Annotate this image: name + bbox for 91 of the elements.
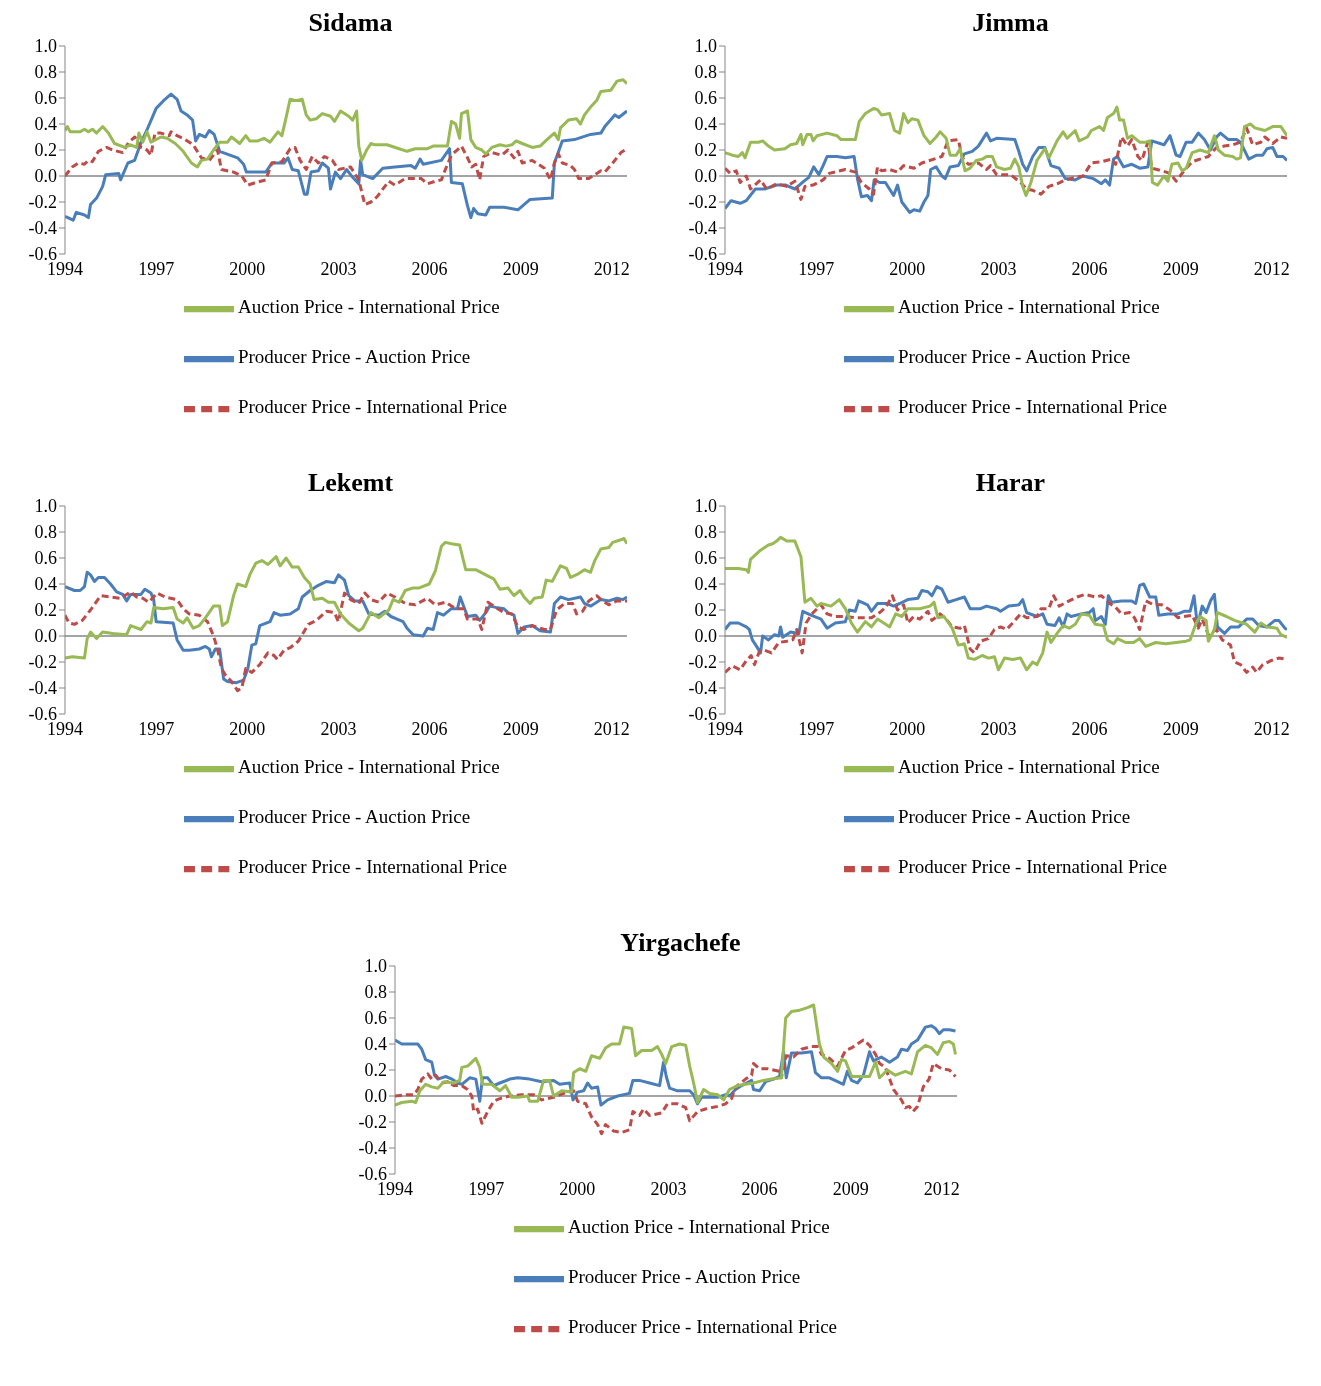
y-tick-label: -0.4 (688, 218, 717, 239)
legend-label: Auction Price - International Price (237, 296, 500, 318)
x-tick-label: 2009 (832, 1178, 869, 1199)
x-tick-label: 2003 (319, 258, 356, 279)
legend-label: Producer Price - Auction Price (897, 806, 1131, 828)
y-tick-label: 0.2 (364, 1060, 387, 1081)
legend-label: Auction Price - International Price (567, 1216, 830, 1238)
y-tick-label: -0.2 (28, 652, 57, 673)
x-tick-label: 2003 (979, 258, 1016, 279)
legend-label: Producer Price - International Price (237, 396, 508, 418)
line-series (64, 78, 627, 169)
y-tick-label: 0.8 (694, 522, 717, 543)
legend-label: Producer Price - Auction Price (897, 346, 1131, 368)
y-tick-label: 0.8 (34, 62, 57, 83)
y-tick-label: 0.2 (34, 140, 57, 161)
y-tick-label: 0.0 (34, 626, 57, 647)
y-tick-label: 0.6 (694, 548, 717, 569)
x-tick-label: 1997 (797, 718, 834, 739)
y-tick-label: 0.2 (694, 140, 717, 161)
x-tick-label: 2006 (411, 718, 448, 739)
legend-label: Producer Price - Auction Price (237, 346, 471, 368)
y-tick-label: 0.4 (694, 574, 717, 595)
legend-label: Producer Price - International Price (567, 1316, 838, 1338)
y-tick-label: 1.0 (34, 496, 57, 517)
y-tick-label: 1.0 (34, 36, 57, 57)
y-tick-label: 0.2 (694, 600, 717, 621)
y-tick-label: 0.2 (34, 600, 57, 621)
y-tick-label: 0.0 (694, 626, 717, 647)
y-tick-label: 0.0 (34, 166, 57, 187)
legend-label: Auction Price - International Price (237, 756, 500, 778)
y-tick-label: -0.2 (688, 652, 717, 673)
y-tick-label: 0.8 (364, 982, 387, 1003)
x-tick-label: 2000 (888, 258, 925, 279)
chart-title: Jimma (971, 8, 1050, 38)
x-tick-label: 1997 (137, 718, 174, 739)
x-tick-label: 2012 (593, 718, 630, 739)
y-tick-label: -0.4 (688, 678, 717, 699)
x-tick-label: 2003 (649, 1178, 686, 1199)
y-tick-label: 1.0 (694, 36, 717, 57)
y-tick-label: -0.2 (28, 192, 57, 213)
legend-label: Auction Price - International Price (897, 756, 1160, 778)
legend-label: Producer Price - International Price (897, 396, 1168, 418)
y-tick-label: 0.0 (694, 166, 717, 187)
x-tick-label: 2003 (979, 718, 1016, 739)
x-tick-label: 2009 (502, 718, 539, 739)
y-tick-label: 0.6 (694, 88, 717, 109)
y-tick-label: 0.4 (364, 1034, 387, 1055)
x-tick-label: 2012 (1253, 718, 1290, 739)
y-tick-label: 0.4 (694, 114, 717, 135)
legend-label: Producer Price - Auction Price (237, 806, 471, 828)
x-tick-label: 2000 (888, 718, 925, 739)
legend-label: Producer Price - International Price (237, 856, 508, 878)
legend-label: Producer Price - International Price (897, 856, 1168, 878)
y-tick-label: -0.4 (28, 678, 57, 699)
y-tick-label: 0.6 (34, 88, 57, 109)
x-tick-label: 2009 (502, 258, 539, 279)
y-tick-label: 0.6 (34, 548, 57, 569)
y-tick-label: 0.0 (364, 1086, 387, 1107)
y-tick-label: 1.0 (694, 496, 717, 517)
x-tick-label: 2000 (228, 718, 265, 739)
x-tick-label: 2009 (1162, 258, 1199, 279)
y-tick-label: 0.4 (34, 114, 57, 135)
x-tick-label: 2006 (1071, 258, 1108, 279)
chart-title: Lekemt (306, 468, 395, 498)
y-tick-label: -0.2 (358, 1112, 387, 1133)
y-tick-label: 1.0 (364, 956, 387, 977)
y-tick-label: 0.8 (694, 62, 717, 83)
x-tick-label: 1997 (797, 258, 834, 279)
legend-label: Producer Price - Auction Price (567, 1266, 801, 1288)
y-tick-label: -0.4 (358, 1138, 387, 1159)
y-tick-label: 0.6 (364, 1008, 387, 1029)
chart-title: Sidama (307, 8, 394, 38)
x-tick-label: 2000 (228, 258, 265, 279)
x-tick-label: 1997 (467, 1178, 504, 1199)
chart-title: Harar (974, 468, 1047, 498)
x-tick-label: 2006 (1071, 718, 1108, 739)
y-tick-label: 0.4 (34, 574, 57, 595)
x-tick-label: 2012 (923, 1178, 960, 1199)
x-tick-label: 2012 (593, 258, 630, 279)
x-tick-label: 2000 (558, 1178, 595, 1199)
y-tick-label: -0.4 (28, 218, 57, 239)
x-tick-label: 2003 (319, 718, 356, 739)
y-tick-label: 0.8 (34, 522, 57, 543)
x-tick-label: 2006 (741, 1178, 778, 1199)
x-tick-label: 2009 (1162, 718, 1199, 739)
x-tick-label: 2012 (1253, 258, 1290, 279)
chart-title: Yirgachefe (619, 928, 742, 958)
x-tick-label: 1997 (137, 258, 174, 279)
x-tick-label: 2006 (411, 258, 448, 279)
y-tick-label: -0.2 (688, 192, 717, 213)
legend-label: Auction Price - International Price (897, 296, 1160, 318)
